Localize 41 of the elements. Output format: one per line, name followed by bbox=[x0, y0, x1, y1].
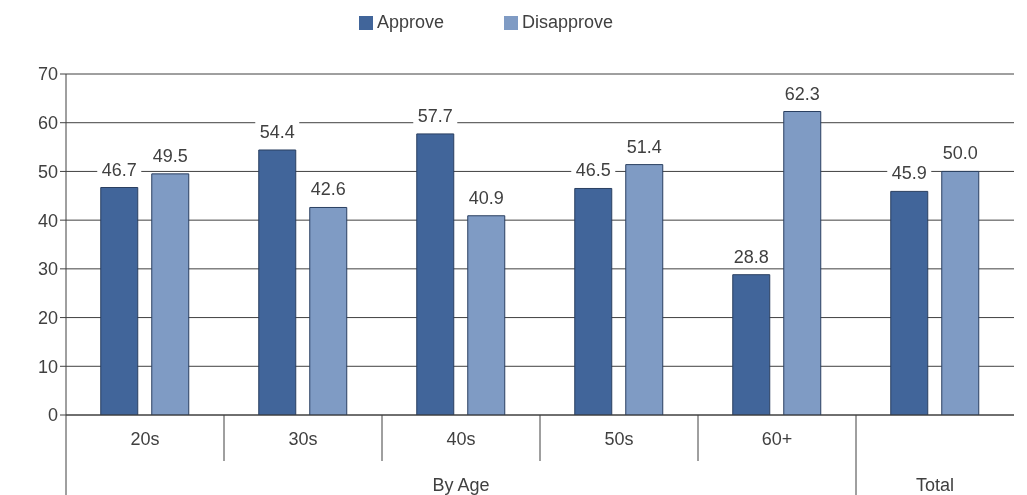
bar bbox=[309, 206, 348, 415]
data-label: 50.0 bbox=[942, 143, 978, 164]
x-tick-label: 60+ bbox=[761, 429, 793, 449]
x-tick-label: 40s bbox=[446, 429, 476, 449]
bar bbox=[416, 133, 455, 415]
y-tick-label: 50 bbox=[37, 161, 58, 182]
bar bbox=[151, 173, 190, 415]
x-tick-label: 30s bbox=[288, 429, 318, 449]
text: Total bbox=[915, 475, 955, 495]
data-label: 46.5 bbox=[575, 160, 611, 181]
bar bbox=[732, 274, 771, 415]
data-label: 40.9 bbox=[468, 187, 504, 208]
y-tick-label: 40 bbox=[37, 210, 58, 231]
bar bbox=[783, 111, 822, 415]
y-tick-label: 60 bbox=[37, 113, 58, 134]
y-tick-label: 30 bbox=[37, 259, 58, 280]
data-label: 57.7 bbox=[417, 105, 453, 126]
legend-label: Approve bbox=[376, 12, 444, 32]
y-tick-label: 70 bbox=[37, 64, 58, 85]
y-tick-label: 0 bbox=[47, 405, 58, 426]
data-label: 45.9 bbox=[891, 163, 927, 184]
x-tick-label: 50s bbox=[604, 429, 634, 449]
y-tick-label: 20 bbox=[37, 307, 58, 328]
bar bbox=[890, 190, 929, 415]
text: By Age bbox=[432, 475, 490, 495]
bar bbox=[258, 149, 297, 415]
bar bbox=[941, 170, 980, 415]
legend-label: Disapprove bbox=[522, 12, 614, 32]
data-label: 46.7 bbox=[101, 159, 137, 180]
bar bbox=[100, 187, 139, 415]
y-tick-label: 10 bbox=[37, 356, 58, 377]
data-label: 62.3 bbox=[784, 83, 820, 104]
data-label: 49.5 bbox=[152, 145, 188, 166]
x-tick-label: 20s bbox=[130, 429, 160, 449]
bar bbox=[574, 187, 613, 415]
bar bbox=[625, 164, 664, 415]
data-label: 42.6 bbox=[310, 179, 346, 200]
data-label: 54.4 bbox=[259, 121, 295, 142]
bar bbox=[467, 215, 506, 415]
data-label: 28.8 bbox=[733, 246, 769, 267]
data-label: 51.4 bbox=[626, 136, 662, 157]
